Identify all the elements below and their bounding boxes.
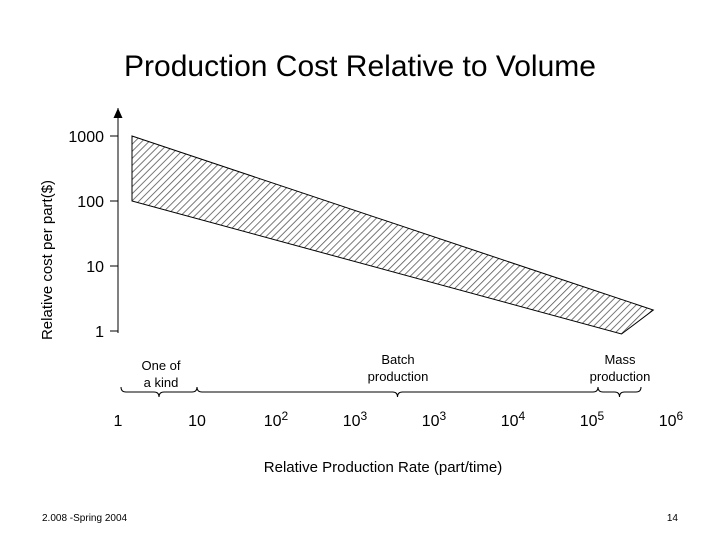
footer-course: 2.008 -Spring 2004 [42, 513, 128, 524]
region-label: production [590, 369, 651, 384]
x-tick-exponent: 2 [282, 409, 289, 423]
region-brace [196, 386, 599, 398]
x-tick-exponent: 3 [440, 409, 447, 423]
x-tick-label: 1 [114, 413, 123, 430]
axes [113, 108, 123, 333]
x-tick-label: 105 [580, 409, 605, 430]
region-label: production [368, 369, 429, 384]
x-tick-exponent: 6 [677, 409, 684, 423]
y-axis-arrow-icon [113, 108, 123, 118]
x-tick-label: 104 [501, 409, 526, 430]
x-axis-label: Relative Production Rate (part/time) [264, 459, 502, 476]
x-tick-exponent: 5 [598, 409, 605, 423]
region-label: a kind [144, 375, 179, 390]
chart-title: Production Cost Relative to Volume [124, 50, 596, 83]
x-tick-exponent: 3 [361, 409, 368, 423]
x-tick-label: 103 [343, 409, 368, 430]
region-label: Mass [604, 352, 636, 367]
x-tick-label: 103 [422, 409, 447, 430]
y-tick-label: 10 [86, 259, 104, 276]
y-tick-label: 1000 [68, 129, 104, 146]
region-brace [120, 386, 198, 398]
y-tick-label: 100 [77, 194, 104, 211]
region-brace [597, 386, 642, 398]
page-number: 14 [666, 513, 678, 524]
region-label: Batch [381, 352, 414, 367]
x-tick-label: 106 [659, 409, 684, 430]
cost-band-area [131, 135, 655, 335]
y-tick-label: 1 [95, 324, 104, 341]
region-label: One of [141, 358, 180, 373]
x-tick-label: 10 [188, 413, 206, 430]
x-tick-exponent: 4 [519, 409, 526, 423]
y-axis-label: Relative cost per part($) [39, 180, 56, 340]
x-tick-label: 102 [264, 409, 289, 430]
